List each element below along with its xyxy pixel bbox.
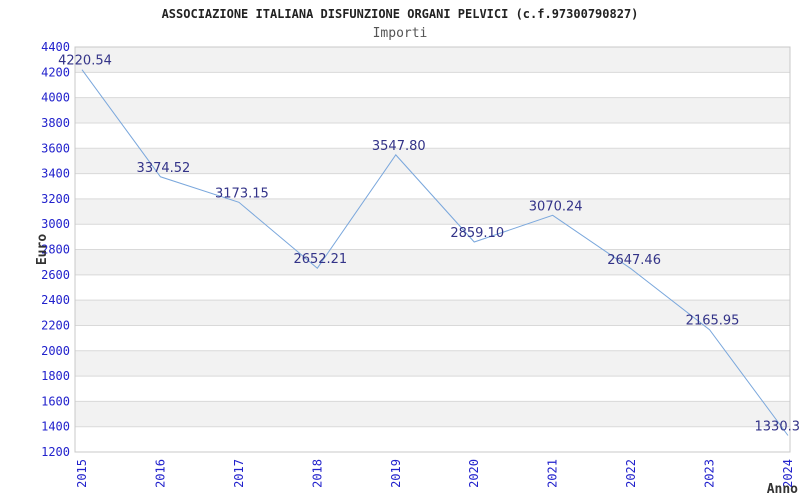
x-tick-label: 2018 xyxy=(310,459,324,488)
chart-title: ASSOCIAZIONE ITALIANA DISFUNZIONE ORGANI… xyxy=(161,7,639,21)
point-label: 3070.24 xyxy=(529,199,583,214)
plot-band xyxy=(75,350,790,377)
plot-band xyxy=(75,97,790,123)
point-label: 1330.3 xyxy=(755,420,800,435)
point-label: 2647.46 xyxy=(607,253,661,268)
y-tick-label: 2000 xyxy=(41,344,70,358)
plot-band xyxy=(75,426,790,452)
plot-band xyxy=(75,401,790,427)
x-axis-title: Anno xyxy=(766,482,798,497)
y-tick-label: 1600 xyxy=(41,394,70,408)
plot-band xyxy=(75,122,790,149)
x-tick-label: 2016 xyxy=(153,459,167,488)
x-tick-label: 2022 xyxy=(624,459,638,488)
y-tick-label: 2800 xyxy=(41,243,70,257)
point-label: 2652.21 xyxy=(293,252,347,267)
point-label: 3374.52 xyxy=(137,161,191,176)
x-tick-label: 2015 xyxy=(75,459,89,488)
y-axis-title: Euro xyxy=(35,233,51,266)
point-label: 3173.15 xyxy=(215,186,269,201)
y-tick-label: 1800 xyxy=(41,369,70,383)
x-tick-label: 2021 xyxy=(546,459,560,488)
point-label: 3547.80 xyxy=(372,139,426,154)
y-tick-label: 2600 xyxy=(41,268,70,282)
y-tick-label: 3200 xyxy=(41,192,70,206)
plot-band xyxy=(75,198,790,225)
point-label: 2859.10 xyxy=(450,226,504,241)
y-tick-label: 3800 xyxy=(41,116,70,130)
y-tick-label: 2400 xyxy=(41,293,70,307)
y-tick-label: 4000 xyxy=(41,91,70,105)
plot-band xyxy=(75,274,790,301)
y-tick-label: 1200 xyxy=(41,445,70,459)
y-tick-label: 3600 xyxy=(41,141,70,155)
data-line xyxy=(81,69,789,436)
plot-band xyxy=(75,224,790,250)
x-tick-label: 2023 xyxy=(703,459,717,488)
y-tick-label: 4400 xyxy=(41,40,70,54)
x-tick-label: 2019 xyxy=(389,459,403,488)
plot-border xyxy=(74,46,791,453)
plot-band xyxy=(75,249,790,275)
chart-subtitle: Importi xyxy=(372,26,428,41)
x-tick-label: 2017 xyxy=(232,459,246,488)
y-tick-label: 3400 xyxy=(41,167,70,181)
plot-band xyxy=(75,47,790,73)
x-tick-label: 2020 xyxy=(467,459,481,488)
y-tick-label: 4200 xyxy=(41,65,70,79)
y-tick-label: 2200 xyxy=(41,318,70,332)
plot-band xyxy=(75,148,790,174)
plot-band xyxy=(75,72,790,98)
point-label: 4220.54 xyxy=(58,54,112,69)
y-tick-label: 3000 xyxy=(41,217,70,231)
plot-band xyxy=(75,376,790,402)
x-tick-label: 2024 xyxy=(781,459,795,488)
y-tick-label: 1400 xyxy=(41,420,70,434)
point-label: 2165.95 xyxy=(686,314,740,329)
plot-band xyxy=(75,325,790,351)
plot-band xyxy=(75,300,790,326)
plot-band xyxy=(75,173,790,199)
